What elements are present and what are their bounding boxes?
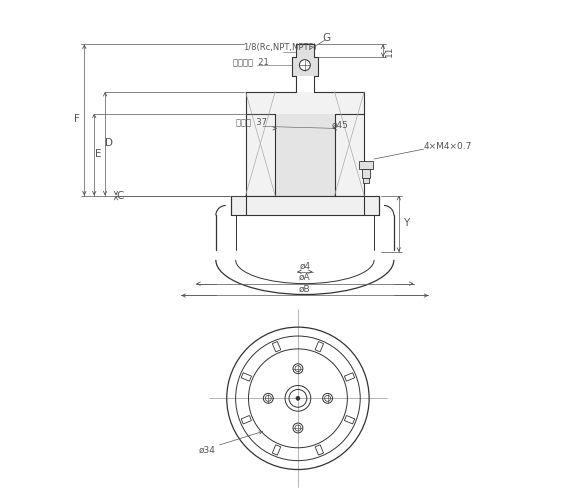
Circle shape bbox=[300, 60, 310, 70]
Bar bbox=[359, 161, 373, 169]
Bar bbox=[345, 416, 354, 424]
Text: ø34: ø34 bbox=[199, 446, 216, 454]
Bar bbox=[272, 445, 281, 455]
Bar bbox=[272, 342, 281, 352]
Text: C: C bbox=[116, 190, 124, 200]
Text: ø4: ø4 bbox=[299, 262, 310, 270]
Bar bbox=[231, 196, 379, 216]
Bar bbox=[241, 416, 251, 424]
Text: F: F bbox=[75, 114, 80, 124]
Text: Y: Y bbox=[403, 218, 409, 228]
Circle shape bbox=[293, 364, 303, 374]
Bar bbox=[275, 114, 335, 196]
Bar bbox=[315, 342, 324, 352]
Circle shape bbox=[293, 423, 303, 433]
Bar bbox=[245, 92, 364, 196]
Bar bbox=[363, 178, 369, 183]
Bar bbox=[241, 372, 251, 381]
Text: 1/8(Rc,NPT,NPTF): 1/8(Rc,NPT,NPTF) bbox=[244, 43, 317, 52]
Text: øA: øA bbox=[299, 273, 311, 282]
Text: 六角対辺  21: 六角対辺 21 bbox=[233, 58, 268, 66]
Text: G: G bbox=[322, 34, 331, 43]
Bar bbox=[345, 372, 354, 381]
Text: E: E bbox=[95, 149, 101, 159]
Text: 4×M4×0.7: 4×M4×0.7 bbox=[423, 142, 472, 150]
Text: ø45: ø45 bbox=[332, 121, 349, 130]
Circle shape bbox=[322, 394, 332, 404]
Bar bbox=[292, 57, 318, 76]
Bar bbox=[315, 445, 324, 455]
Circle shape bbox=[296, 396, 300, 400]
Text: øB: øB bbox=[299, 285, 311, 294]
Bar bbox=[362, 169, 370, 178]
Text: 二面幅  37: 二面幅 37 bbox=[236, 117, 266, 126]
Text: 11: 11 bbox=[385, 46, 394, 57]
Circle shape bbox=[264, 394, 273, 404]
Bar bbox=[296, 44, 314, 57]
Text: D: D bbox=[105, 138, 113, 148]
